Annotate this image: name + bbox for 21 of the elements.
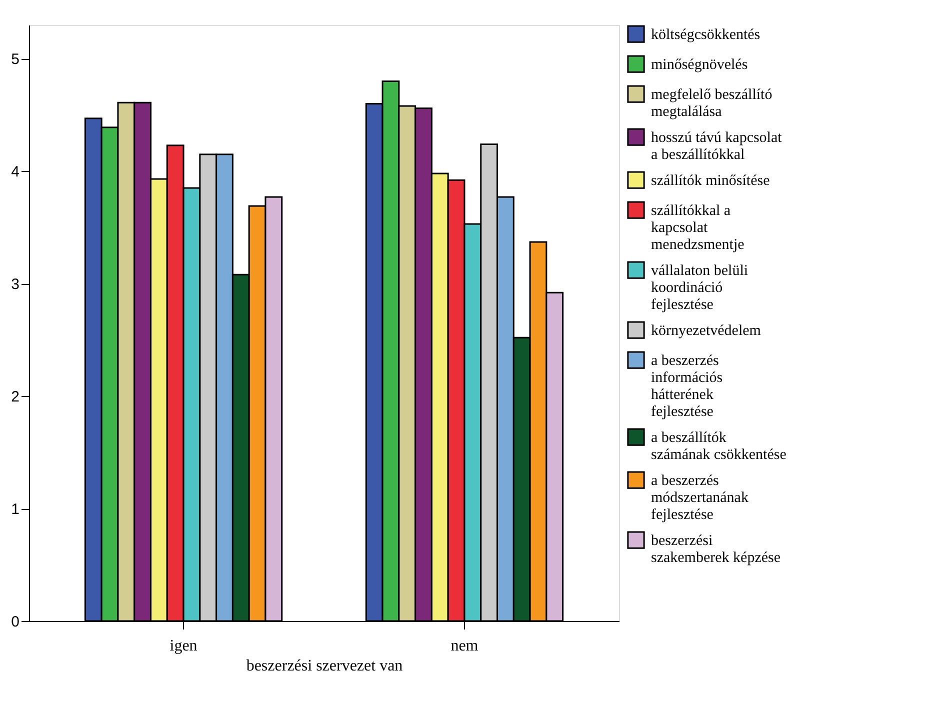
legend-label: a beszerzés információs hátterének fejlesztése — [651, 353, 723, 420]
legend-label: minőségnövelés — [651, 57, 748, 73]
y-tick-label: 3 — [11, 276, 20, 294]
y-tick-label: 1 — [11, 501, 20, 518]
y-tick-label: 2 — [11, 388, 20, 406]
legend-label: vállalaton belüli koordináció fejlesztése — [651, 263, 748, 313]
legend-label: hosszú távú kapcsolat a beszállítókkal — [651, 130, 783, 163]
y-tick-label: 0 — [11, 614, 20, 630]
legend-label: környezetvédelem — [651, 323, 762, 339]
x-tick-label: igen — [170, 638, 198, 654]
legend-label: költségcsökkentés — [651, 27, 760, 43]
legend-label: a beszerzés módszertanának fejlesztése — [651, 473, 749, 523]
legend-label: megfelelő beszállító megtalálása — [651, 87, 772, 120]
legend-label: a beszállítók számának csökkentése — [651, 430, 787, 463]
x-tick-label: nem — [450, 638, 479, 654]
y-tick-label: 4 — [11, 164, 20, 181]
x-axis-title: beszerzési szervezet van — [246, 658, 403, 674]
legend-label: szállítókkal a kapcsolat menedzsmentje — [651, 203, 745, 253]
legend-label: beszerzési szakemberek képzése — [651, 533, 781, 566]
legend-label: szállítók minősítése — [651, 173, 770, 189]
y-tick-label: 5 — [11, 51, 20, 68]
